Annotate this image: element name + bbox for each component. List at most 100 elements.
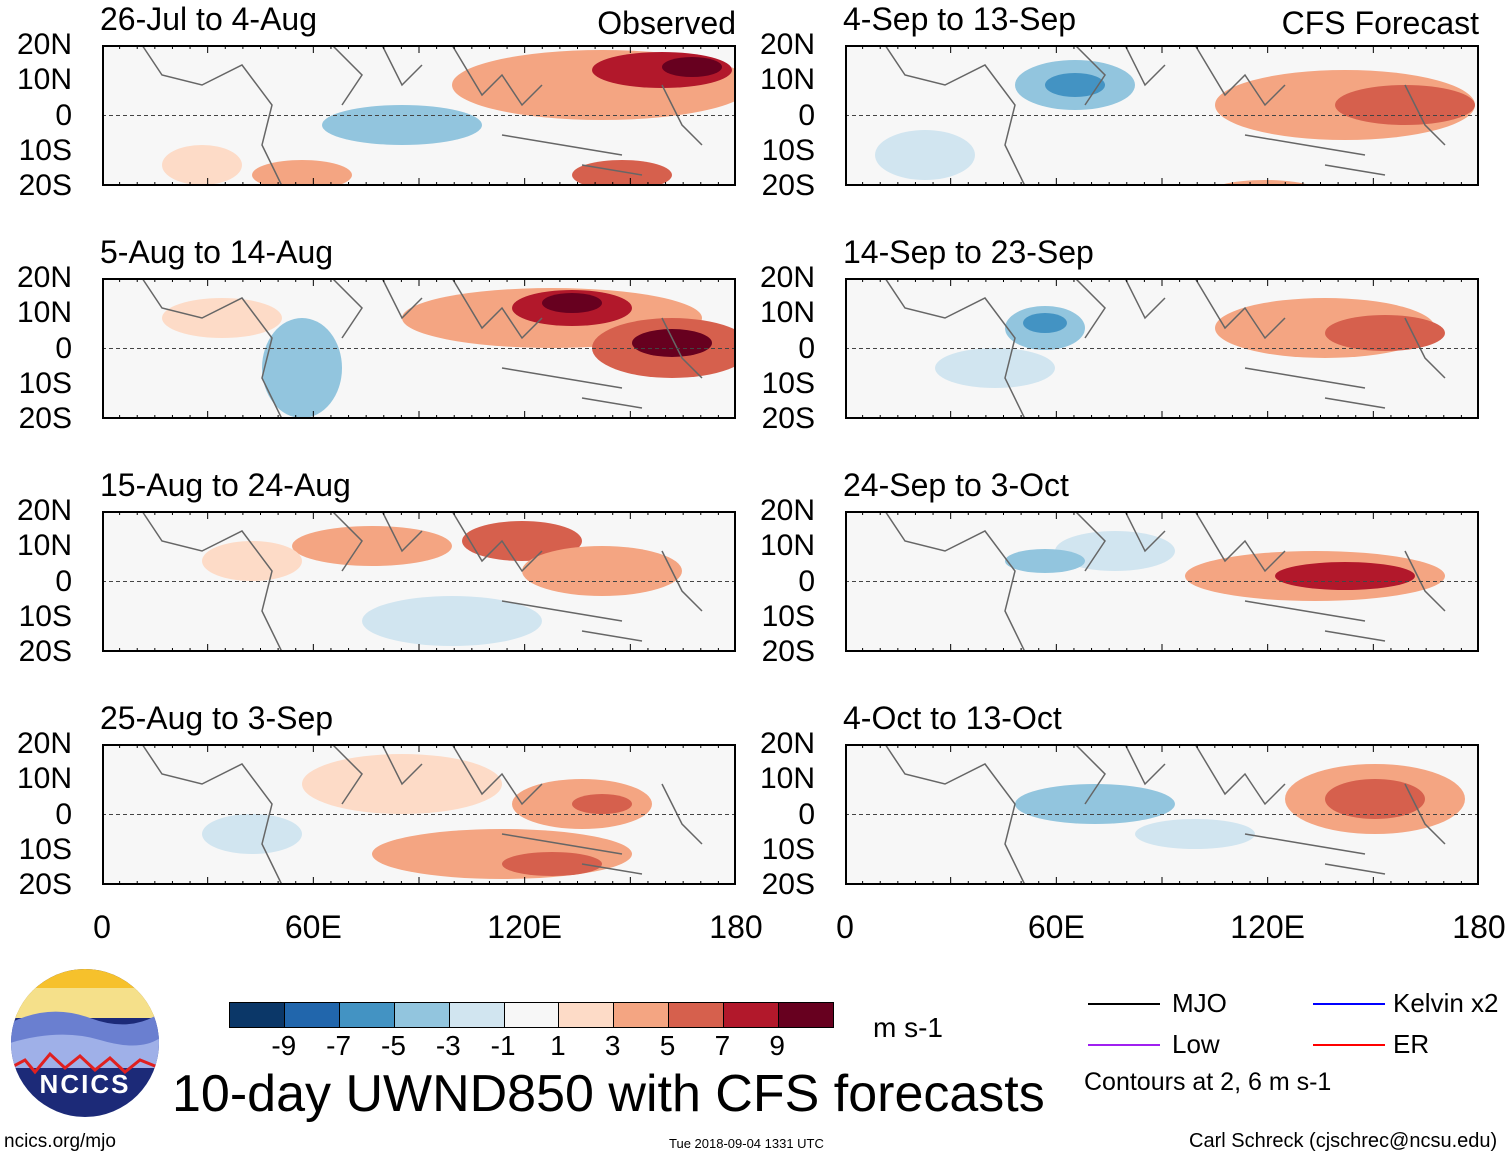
legend-er-label: ER [1393, 1029, 1430, 1059]
lat-tick-label: 10N [759, 762, 815, 796]
colorbar-swatch [613, 1003, 669, 1027]
coastline [141, 511, 703, 652]
anomaly-region [522, 546, 682, 596]
coastline [141, 278, 703, 419]
lat-tick-label: 10N [16, 296, 72, 330]
anomaly-region [502, 852, 602, 876]
website-link[interactable]: ncics.org/mjo [4, 1131, 116, 1152]
lat-tick-label: 20S [18, 635, 72, 668]
anomaly-region [202, 814, 302, 854]
uwnd-map-panel [102, 278, 736, 419]
lat-tick-label: 10S [18, 133, 72, 167]
uwnd-map-panel [845, 511, 1479, 652]
lat-tick-label: 10N [759, 296, 815, 330]
figure-title: 10-day UWND850 with CFS forecasts [172, 1065, 1045, 1123]
legend-kelvin-label: Kelvin x2 [1393, 988, 1499, 1018]
lat-tick-label: 20S [18, 402, 72, 435]
lat-tick-label: 20N [759, 494, 815, 527]
legend-mjo-line [1088, 1003, 1160, 1005]
colorbar-swatch [723, 1003, 779, 1027]
anomaly-region [875, 130, 975, 180]
colorbar-swatch [230, 1003, 284, 1027]
lat-tick-label: 10S [18, 832, 72, 866]
ncics-logo: NCICS [10, 968, 160, 1118]
anomaly-region [542, 293, 602, 313]
lat-tick-label: 20N [759, 261, 815, 294]
legend-low-line [1088, 1044, 1160, 1046]
lat-tick-label: 10N [759, 63, 815, 97]
colorbar-tick-label: -7 [326, 1030, 352, 1061]
lon-tick-label: 0 [93, 909, 111, 945]
lat-tick-label: 10S [18, 599, 72, 633]
lat-tick-label: 20N [16, 494, 72, 527]
panel-source-label: CFS Forecast [1281, 5, 1479, 41]
anomaly-region [1045, 73, 1105, 97]
legend-mjo-label: MJO [1172, 988, 1227, 1018]
uwnd-map-panel [102, 45, 736, 186]
anomaly-region [1005, 549, 1085, 573]
lat-tick-label: 20N [16, 727, 72, 760]
anomaly-region [202, 541, 302, 581]
coastline [884, 278, 1446, 419]
uwnd-map-panel [845, 744, 1479, 885]
lat-tick-label: 20N [16, 28, 72, 61]
anomaly-region [322, 105, 482, 145]
anomaly-region [632, 329, 712, 357]
panel-title: 24-Sep to 3-Oct [843, 467, 1069, 503]
lat-tick-label: 0 [55, 564, 72, 598]
lat-tick-label: 0 [55, 331, 72, 365]
anomaly-region [162, 298, 282, 338]
anomaly-region [572, 160, 672, 186]
uwnd-map-panel [102, 511, 736, 652]
anomaly-region [252, 160, 352, 186]
anomaly-region [935, 348, 1055, 388]
lat-tick-label: 0 [798, 331, 815, 365]
uwnd-map-panel [845, 45, 1479, 186]
lon-tick-label: 180 [709, 909, 763, 945]
colorbar-tick-label: -5 [381, 1030, 406, 1061]
colorbar-units: m s-1 [873, 1012, 943, 1043]
lat-tick-label: 20S [761, 402, 815, 435]
lat-tick-label: 20S [18, 169, 72, 202]
uwnd-map-panel [845, 278, 1479, 419]
lat-tick-label: 20N [759, 727, 815, 760]
anomaly-region [1325, 779, 1425, 819]
lon-tick-label: 120E [487, 909, 563, 945]
lon-tick-label: 180 [1452, 909, 1506, 945]
lat-tick-label: 10S [761, 599, 815, 633]
anomaly-region [1275, 562, 1415, 590]
lat-tick-label: 20N [759, 28, 815, 61]
lat-tick-label: 20N [16, 261, 72, 294]
colorbar-tick-label: 3 [604, 1030, 621, 1061]
lat-tick-label: 0 [798, 564, 815, 598]
colorbar-swatch [668, 1003, 724, 1027]
lat-tick-label: 0 [798, 797, 815, 831]
lat-tick-label: 0 [55, 797, 72, 831]
anomaly-region [292, 526, 452, 566]
legend-er-line [1313, 1044, 1385, 1046]
panel-title: 4-Oct to 13-Oct [843, 700, 1062, 736]
lat-tick-label: 10S [761, 133, 815, 167]
lat-tick-label: 10N [16, 63, 72, 97]
colorbar-swatch [283, 1003, 339, 1027]
anomaly-region [572, 794, 632, 814]
anomaly-region [262, 318, 342, 418]
anomaly-region [1325, 315, 1445, 351]
lat-tick-label: 10S [761, 832, 815, 866]
lat-tick-label: 10S [18, 366, 72, 400]
anomaly-region [1023, 313, 1067, 333]
lon-tick-label: 60E [1027, 909, 1085, 945]
coastline [141, 45, 703, 186]
colorbar-tick-label: -9 [271, 1030, 297, 1061]
colorbar-swatch [778, 1003, 833, 1027]
lat-tick-label: 10N [16, 529, 72, 563]
uwnd-map-panel [102, 744, 736, 885]
colorbar-swatch [448, 1003, 504, 1027]
contour-note: Contours at 2, 6 m s-1 [1084, 1068, 1332, 1096]
coastline [141, 744, 703, 885]
lat-tick-label: 20S [761, 868, 815, 901]
panel-title: 5-Aug to 14-Aug [100, 234, 334, 270]
anomaly-region [162, 145, 242, 185]
legend-low-label: Low [1172, 1029, 1220, 1059]
coastline [884, 744, 1446, 885]
